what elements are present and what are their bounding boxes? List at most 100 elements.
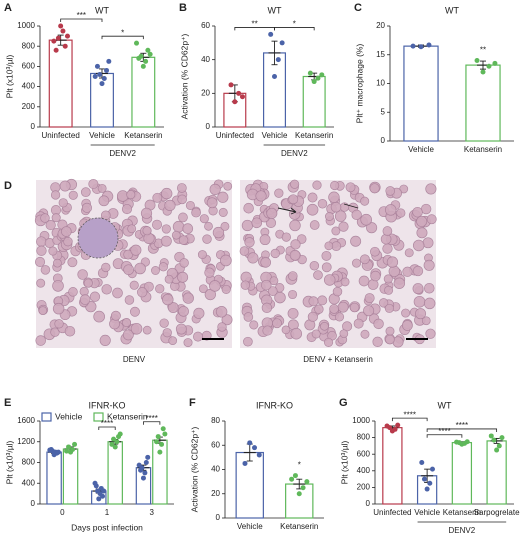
significance-bracket [391, 417, 428, 422]
panel-letter: D [4, 180, 12, 192]
bar [465, 64, 501, 142]
red-cell [330, 180, 340, 191]
red-cell [151, 219, 163, 230]
error-bar [268, 40, 281, 66]
data-point [454, 439, 460, 445]
red-cell [51, 213, 61, 223]
red-cell [323, 337, 334, 347]
significance-label: * [293, 20, 296, 29]
red-cell [175, 323, 187, 335]
red-cell [385, 326, 395, 336]
data-point [100, 493, 106, 499]
x-tick-label: Ketanserin [295, 131, 333, 140]
red-cell [349, 302, 360, 313]
data-point [147, 51, 153, 57]
significance-label: **** [404, 410, 416, 419]
red-cell [370, 246, 380, 257]
data-point [311, 79, 317, 85]
red-cell [48, 246, 58, 256]
data-point [70, 447, 76, 453]
red-cell [324, 212, 334, 221]
y-tick-label: 1200 [17, 437, 35, 446]
y-tick-label: 800 [22, 458, 36, 467]
red-cell [140, 207, 153, 219]
y-tick-label: 600 [357, 449, 371, 458]
red-cell [260, 257, 272, 268]
significance-bracket [274, 27, 315, 31]
significance-label: *** [77, 11, 86, 20]
red-cell [168, 336, 178, 345]
red-cell [161, 224, 171, 234]
x-tick-label: Vehicle [414, 508, 440, 517]
red-cell [358, 275, 370, 287]
red-cell [122, 329, 134, 341]
red-cell [52, 302, 65, 315]
red-cell [155, 284, 165, 294]
red-cell [63, 236, 73, 247]
significance-label: ** [480, 46, 486, 55]
data-point [162, 431, 168, 437]
red-cell [360, 213, 373, 226]
red-cell [396, 208, 406, 218]
y-tick-label: 20 [211, 489, 220, 498]
data-point [499, 435, 505, 441]
arrow [277, 203, 359, 215]
red-cell [415, 308, 427, 320]
red-cell [313, 270, 323, 280]
red-cell [172, 220, 185, 233]
data-point [159, 441, 165, 447]
red-cell [311, 329, 321, 339]
y-tick-label: 200 [22, 102, 36, 111]
red-cell [58, 198, 68, 208]
data-point [53, 47, 59, 53]
data-point [134, 40, 140, 46]
red-cell [360, 329, 370, 339]
bar [48, 39, 73, 128]
data-point [486, 63, 492, 69]
x-tick-label: Ketanserin [280, 522, 318, 531]
panel-letter: B [179, 2, 187, 14]
red-cell [124, 295, 135, 305]
y-tick-label: 5 [381, 107, 386, 116]
significance-label: * [298, 461, 301, 470]
significance-label: ** [252, 20, 258, 29]
red-cell [110, 310, 121, 321]
red-cell [364, 293, 375, 304]
red-cell [34, 256, 46, 267]
red-cell [385, 334, 395, 345]
data-point [384, 423, 390, 429]
red-cell [217, 191, 229, 203]
red-cell [384, 303, 394, 313]
red-cell [255, 190, 267, 202]
red-cell [199, 214, 209, 224]
red-cell [177, 271, 189, 283]
red-cell [261, 302, 273, 314]
red-cell [178, 212, 188, 223]
red-cell [404, 248, 414, 258]
red-cell [202, 234, 212, 244]
red-cell [164, 274, 174, 284]
data-point [236, 90, 242, 96]
data-point [410, 43, 416, 49]
y-tick-label: 200 [357, 483, 371, 492]
x-tick-label: Ketanserin [124, 131, 162, 140]
red-cell [143, 281, 154, 292]
red-cell [127, 224, 137, 234]
red-cell [220, 221, 230, 231]
red-cell [320, 321, 329, 331]
macrophage [77, 217, 119, 259]
data-point [319, 72, 325, 78]
red-cell [402, 266, 413, 277]
x-tick-label: Vehicle [89, 131, 115, 140]
red-cell [53, 258, 62, 268]
red-cell [270, 248, 280, 259]
red-cell [137, 287, 148, 298]
red-cell [309, 261, 320, 271]
y-axis-label: Plt (x10³/µl) [4, 441, 14, 485]
y-axis-label: Plt (x10³/µl) [4, 55, 14, 99]
red-cell [317, 199, 328, 209]
y-tick-label: 20 [201, 88, 210, 97]
data-point [492, 60, 498, 66]
red-cell [413, 295, 426, 308]
red-cell [77, 269, 88, 280]
